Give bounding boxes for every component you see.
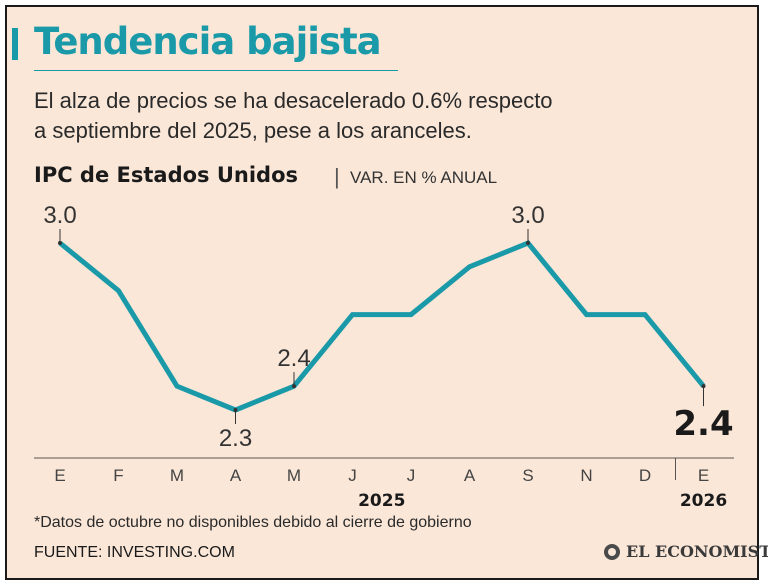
data-point xyxy=(233,408,238,412)
chart-subtitle: VAR. EN % ANUAL xyxy=(350,168,498,187)
x-tick-label: F xyxy=(113,466,123,485)
data-point xyxy=(526,241,530,245)
page-title: Tendencia bajista xyxy=(34,20,382,63)
x-tick-label: D xyxy=(639,466,651,485)
title-underline xyxy=(34,70,398,71)
series-line xyxy=(58,239,706,413)
subtitle-line-2: a septiembre del 2025, pese a los arance… xyxy=(34,118,472,143)
year-label: 2025 xyxy=(358,491,405,511)
x-tick-label: A xyxy=(464,466,476,485)
x-tick-label: J xyxy=(348,466,357,485)
subtitle: El alza de precios se ha desacelerado 0.… xyxy=(34,86,714,146)
data-label: 2.4 xyxy=(277,345,310,372)
data-point xyxy=(58,241,62,245)
chart-title: IPC de Estados Unidos xyxy=(34,163,298,187)
year-label: 2026 xyxy=(680,491,727,511)
data-label: 2.3 xyxy=(219,425,252,452)
chart-title-separator: | xyxy=(334,164,340,189)
x-tick-label: M xyxy=(287,466,301,485)
publisher-logo: EL ECONOMISTA xyxy=(604,542,768,561)
x-tick-label: N xyxy=(580,466,592,485)
source-label: FUENTE: INVESTING.COM xyxy=(34,544,235,561)
data-label: 3.0 xyxy=(511,202,544,229)
x-tick-label: A xyxy=(230,466,242,485)
subtitle-line-1: El alza de precios se ha desacelerado 0.… xyxy=(34,88,553,113)
data-label: 3.0 xyxy=(43,202,76,229)
footnote: *Datos de octubre no disponibles debido … xyxy=(34,514,472,531)
data-point xyxy=(701,384,706,389)
title-accent-bar xyxy=(12,28,18,60)
data-point xyxy=(292,384,296,389)
highlight-data-label: 2.4 xyxy=(673,404,733,444)
x-tick-label: M xyxy=(170,466,184,485)
x-tick-label: E xyxy=(698,466,709,485)
x-tick-label: J xyxy=(407,466,416,485)
x-tick-label: S xyxy=(522,466,533,485)
x-tick-label: E xyxy=(54,466,65,485)
el-economista-logo-icon xyxy=(604,543,620,560)
logo-text: EL ECONOMISTA xyxy=(626,542,768,561)
infographic-card xyxy=(5,5,759,580)
